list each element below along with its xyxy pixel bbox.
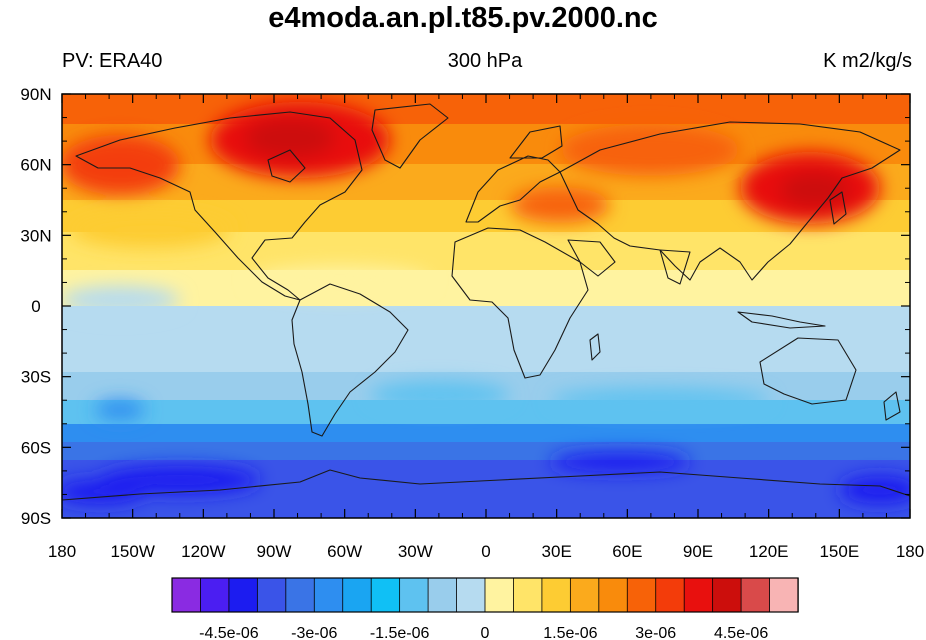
- colorbar-swatch: [626, 577, 657, 613]
- colorbar-label: 1.5e-06: [543, 625, 597, 640]
- chart-title: e4moda.an.pl.t85.pv.2000.nc: [268, 2, 658, 34]
- x-tick-label: 90E: [683, 542, 713, 561]
- colorbar-label: 3e-06: [635, 625, 676, 640]
- y-tick-label: 90S: [21, 509, 51, 528]
- pv-min-southwest: [62, 480, 145, 504]
- band-equator-south: [62, 306, 910, 372]
- coast-madagascar: [589, 333, 601, 361]
- units-label: K m2/kg/s: [823, 50, 912, 72]
- colorbar-swatch: [370, 577, 401, 613]
- pv-high-europe: [510, 187, 610, 223]
- colorbar-swatch: [228, 577, 259, 613]
- x-tick-label: 30W: [398, 542, 433, 561]
- colorbar-swatch: [342, 577, 372, 613]
- variable-label: PV: ERA40: [62, 50, 163, 72]
- colorbar-swatch: [740, 577, 771, 613]
- pv-max-east-asia-core: [780, 172, 850, 208]
- colorbar-swatch: [655, 577, 685, 613]
- colorbar-swatch: [399, 577, 429, 613]
- colorbar-swatch: [427, 577, 458, 613]
- colorbar-labels: -4.5e-06 -3e-06 -1.5e-06 0 1.5e-06 3e-06 4.5e-…: [199, 625, 768, 640]
- colorbar-swatch: [200, 577, 230, 613]
- colorbar-label: -1.5e-06: [370, 625, 430, 640]
- coast-hudson-bay: [267, 149, 306, 183]
- colorbar-label: -3e-06: [291, 625, 337, 640]
- pv-low-tropics: [250, 266, 430, 294]
- pv-max-canada-core: [245, 118, 335, 158]
- coast-south-america: [291, 283, 409, 437]
- x-tick-label: 120E: [749, 542, 789, 561]
- colorbar-label: 0: [481, 625, 490, 640]
- x-tick-label: 120W: [181, 542, 225, 561]
- pv-pocket-pacific: [95, 400, 145, 420]
- colorbar-swatch: [513, 577, 543, 613]
- colorbar-swatch: [256, 577, 287, 613]
- coast-antarctica: [62, 469, 910, 501]
- colorbar-label: 4.5e-06: [714, 625, 768, 640]
- pv-blue-atlantic: [370, 381, 510, 409]
- colorbar-swatch: [171, 577, 202, 613]
- colorbar-swatch: [456, 577, 486, 613]
- colorbar-swatch: [484, 577, 515, 613]
- coast-arabia: [567, 239, 616, 277]
- colorbar-swatch: [683, 577, 714, 613]
- colorbar-swatch: [598, 577, 628, 613]
- pv-high-siberia: [560, 124, 740, 176]
- pv-min-southeast: [840, 476, 910, 504]
- coast-scandinavia: [509, 125, 563, 159]
- x-tick-label: 60W: [327, 542, 362, 561]
- y-tick-label: 30N: [20, 226, 51, 245]
- colorbar-label: -4.5e-06: [199, 625, 259, 640]
- x-tick-label: 150W: [110, 542, 154, 561]
- colorbar-swatch: [712, 577, 742, 613]
- x-tick-label: 180: [896, 542, 924, 561]
- y-tick-label: 0: [31, 297, 40, 316]
- pv-min-indian-ocean: [550, 452, 690, 472]
- x-tick-label: 60E: [612, 542, 642, 561]
- colorbar-swatch: [285, 577, 315, 613]
- band-north-high: [62, 124, 910, 164]
- x-tick-label: 180: [48, 542, 76, 561]
- field-features: [62, 102, 910, 504]
- coast-asia: [559, 121, 901, 281]
- x-tick-label: 150E: [819, 542, 859, 561]
- y-tick-label: 60S: [21, 438, 51, 457]
- colorbar-swatch: [313, 577, 344, 613]
- coast-new-zealand: [883, 391, 901, 421]
- pv-light-west-pacific: [62, 286, 180, 314]
- coast-north-america: [75, 111, 363, 301]
- x-tick-label: 90W: [257, 542, 292, 561]
- band-subpolar-south: [62, 442, 910, 460]
- coast-india: [659, 249, 691, 285]
- pv-high-north-atlantic: [62, 135, 180, 195]
- colorbar-frame: [171, 577, 799, 613]
- colorbar-swatch: [541, 577, 572, 613]
- pv-field: [62, 94, 910, 518]
- coast-indonesia: [737, 311, 826, 329]
- x-axis: 180 150W 120W 90W 60W 30W 0 30E 60E 90E 120E 150E 18…: [48, 94, 924, 561]
- x-tick-label: 0: [481, 542, 490, 561]
- y-tick-label: 60N: [20, 156, 51, 175]
- coast-japan: [829, 191, 847, 225]
- pv-mid-pacific: [70, 212, 230, 248]
- y-tick-label: 30S: [21, 368, 51, 387]
- coast-greenland: [371, 103, 449, 169]
- colorbar-swatch: [769, 577, 799, 613]
- band-equator-north: [62, 270, 910, 306]
- coast-africa: [451, 227, 589, 379]
- pv-blue-indian: [550, 388, 770, 412]
- band-south-high: [62, 424, 910, 442]
- y-tick-label: 90N: [20, 85, 51, 104]
- colorbar: [171, 577, 799, 613]
- level-label: 300 hPa: [447, 50, 523, 72]
- y-axis: 90S 60S 30S 0 30N 60N 90N: [20, 85, 910, 528]
- coast-australia: [759, 337, 857, 405]
- coastlines: [62, 103, 910, 501]
- colorbar-swatch: [569, 577, 600, 613]
- x-tick-label: 30E: [542, 542, 572, 561]
